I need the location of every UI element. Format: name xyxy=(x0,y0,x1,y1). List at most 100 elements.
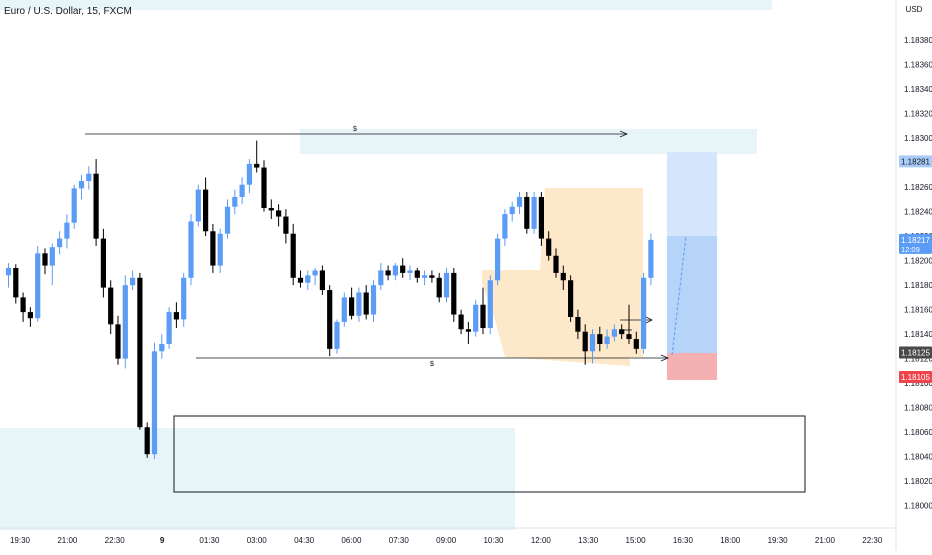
candle[interactable] xyxy=(239,177,245,205)
candle[interactable] xyxy=(195,184,201,227)
candle[interactable] xyxy=(400,258,406,278)
candle[interactable] xyxy=(181,272,187,327)
candle[interactable] xyxy=(414,268,420,283)
candle-body xyxy=(71,188,77,223)
candle[interactable] xyxy=(487,275,493,335)
candle[interactable] xyxy=(78,174,85,200)
candle[interactable] xyxy=(319,265,325,295)
candle[interactable] xyxy=(334,319,340,354)
candle[interactable] xyxy=(443,268,450,303)
candle[interactable] xyxy=(57,231,63,255)
candle[interactable] xyxy=(436,272,442,303)
candle[interactable] xyxy=(480,287,486,335)
candle[interactable] xyxy=(64,214,70,249)
candle[interactable] xyxy=(35,245,41,322)
candle[interactable] xyxy=(553,248,559,278)
candle[interactable] xyxy=(560,265,566,291)
candle[interactable] xyxy=(42,248,48,275)
candle[interactable] xyxy=(575,309,581,340)
candle[interactable] xyxy=(151,342,158,460)
candle[interactable] xyxy=(203,177,209,237)
candle[interactable] xyxy=(93,158,99,246)
candle[interactable] xyxy=(297,270,304,288)
candle[interactable] xyxy=(27,307,33,327)
candle[interactable] xyxy=(86,166,92,190)
candle[interactable] xyxy=(5,263,12,288)
candle[interactable] xyxy=(611,324,617,342)
candle[interactable] xyxy=(370,280,377,322)
candle[interactable] xyxy=(159,334,165,359)
candle[interactable] xyxy=(188,214,194,286)
candle[interactable] xyxy=(283,209,289,244)
candle-body xyxy=(516,196,523,207)
candle[interactable] xyxy=(619,324,625,340)
candle[interactable] xyxy=(276,204,282,227)
candle[interactable] xyxy=(407,265,413,281)
candle[interactable] xyxy=(648,233,654,286)
candle[interactable] xyxy=(246,158,252,194)
candle[interactable] xyxy=(363,285,369,320)
candle[interactable] xyxy=(144,422,150,458)
candle[interactable] xyxy=(173,302,179,329)
candle[interactable] xyxy=(20,292,26,322)
candle[interactable] xyxy=(261,160,267,212)
candle[interactable] xyxy=(524,192,530,234)
candle[interactable] xyxy=(546,231,552,261)
candle[interactable] xyxy=(633,331,639,354)
candle[interactable] xyxy=(495,233,501,286)
candle[interactable] xyxy=(597,326,603,352)
candle[interactable] xyxy=(13,264,19,304)
candle[interactable] xyxy=(305,270,311,291)
candle[interactable] xyxy=(356,287,362,322)
candle[interactable] xyxy=(604,329,610,349)
candle[interactable] xyxy=(582,324,588,365)
candle[interactable] xyxy=(509,201,515,222)
candle[interactable] xyxy=(465,321,471,344)
candle[interactable] xyxy=(327,285,333,357)
candle[interactable] xyxy=(115,315,121,365)
candle[interactable] xyxy=(502,209,508,246)
candle[interactable] xyxy=(392,263,398,281)
candle[interactable] xyxy=(49,243,55,286)
candle[interactable] xyxy=(122,275,128,369)
candle[interactable] xyxy=(589,329,596,364)
candle[interactable] xyxy=(451,268,457,322)
candle-body xyxy=(232,196,238,207)
candle[interactable] xyxy=(137,272,143,430)
candle[interactable] xyxy=(210,223,216,273)
candle[interactable] xyxy=(100,228,106,298)
candle[interactable] xyxy=(385,265,391,281)
candle[interactable] xyxy=(312,268,318,286)
candle[interactable] xyxy=(531,192,537,234)
candle[interactable] xyxy=(71,184,77,229)
candle[interactable] xyxy=(458,309,464,335)
candle[interactable] xyxy=(224,199,231,239)
candle[interactable] xyxy=(349,287,355,320)
order-block-box[interactable] xyxy=(173,415,806,493)
candle[interactable] xyxy=(166,307,172,349)
candle[interactable] xyxy=(626,304,632,344)
candle[interactable] xyxy=(516,192,523,215)
candle[interactable] xyxy=(130,270,136,291)
candle-body xyxy=(93,173,99,239)
candle[interactable] xyxy=(568,275,574,322)
candle[interactable] xyxy=(473,299,479,337)
candle[interactable] xyxy=(378,263,384,291)
candle[interactable] xyxy=(641,272,647,354)
candle[interactable] xyxy=(217,228,223,273)
candle[interactable] xyxy=(290,223,296,286)
candle-body xyxy=(370,285,377,315)
candle[interactable] xyxy=(429,270,435,283)
price-tick-label: 1.18360 xyxy=(904,61,932,70)
candle[interactable] xyxy=(254,140,260,173)
top-zone xyxy=(0,0,772,10)
candle[interactable] xyxy=(341,292,347,327)
candle[interactable] xyxy=(538,192,544,246)
price-badge-label: 1.18125 xyxy=(901,349,930,358)
candle[interactable] xyxy=(268,199,274,220)
candle[interactable] xyxy=(232,189,238,215)
candle[interactable] xyxy=(422,270,428,286)
candle[interactable] xyxy=(108,280,114,335)
